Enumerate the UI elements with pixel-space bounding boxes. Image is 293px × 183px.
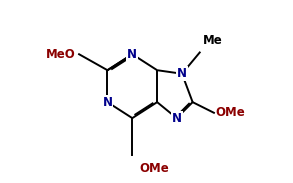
Text: N: N: [103, 96, 113, 109]
Text: OMe: OMe: [139, 163, 169, 175]
Text: Me: Me: [203, 34, 223, 47]
Text: N: N: [177, 67, 187, 80]
Text: N: N: [172, 112, 182, 125]
Text: N: N: [127, 48, 137, 61]
Text: OMe: OMe: [216, 106, 246, 119]
Text: MeO: MeO: [46, 48, 76, 61]
